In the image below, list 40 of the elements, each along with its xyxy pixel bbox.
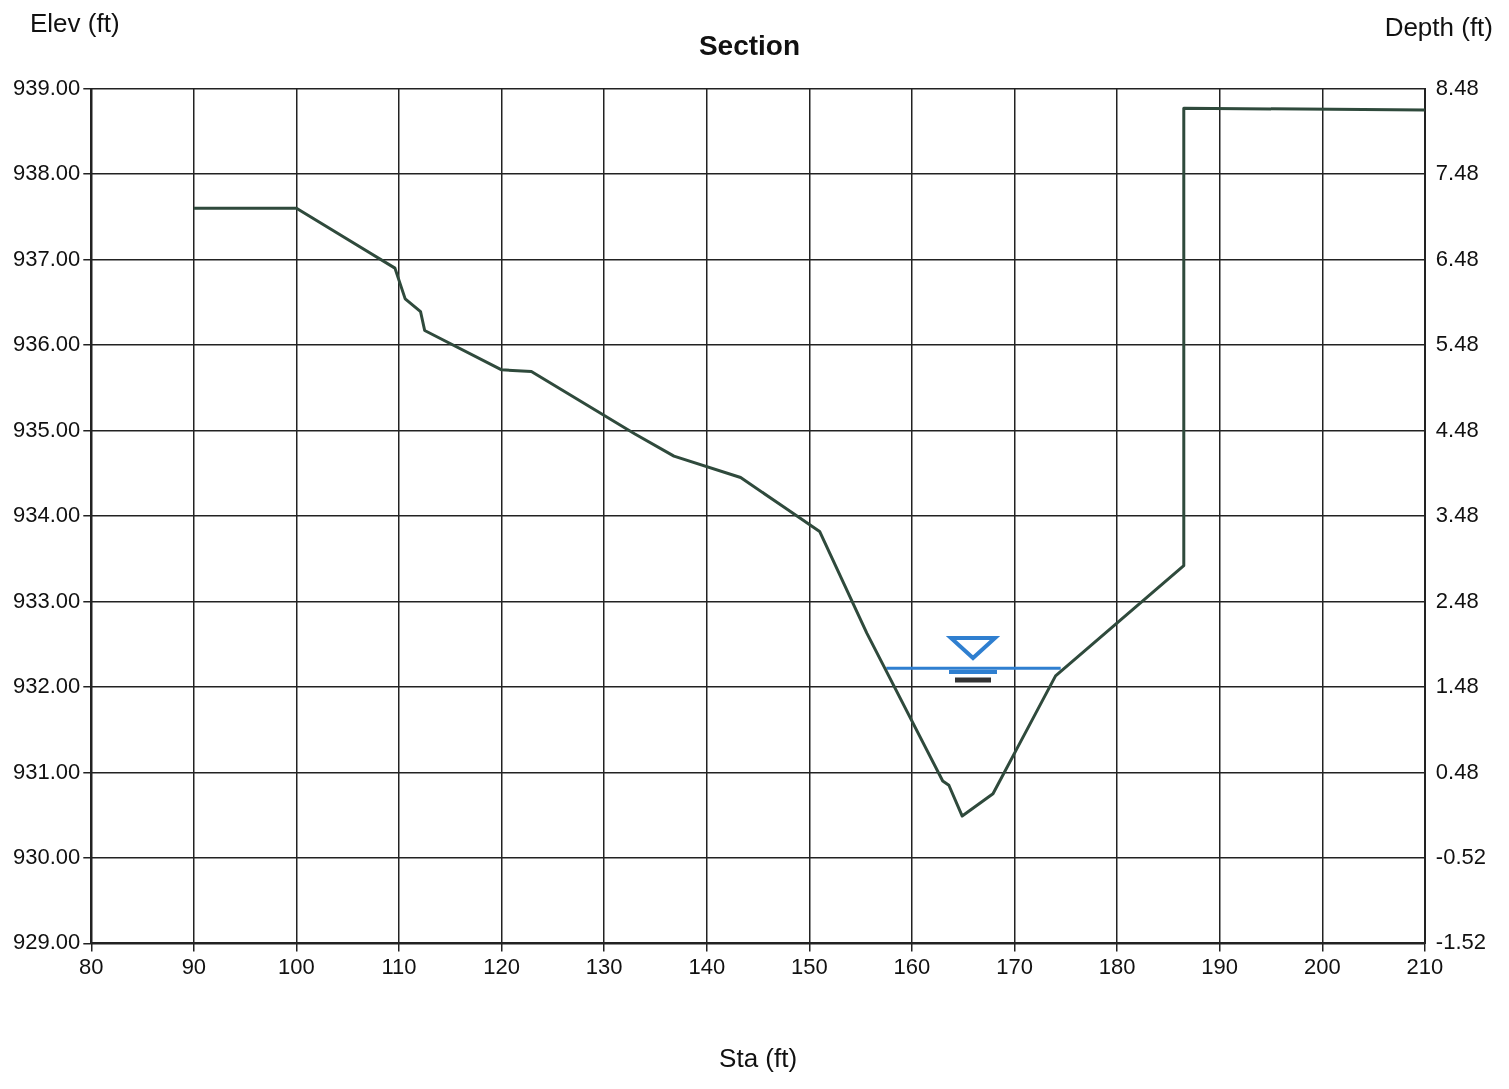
y2-tick-label: 5.48 — [1435, 331, 1479, 357]
y2-tick-label: 6.48 — [1435, 245, 1479, 271]
x-tick-label: 120 — [483, 953, 520, 979]
y-tick-label: 934.00 — [12, 502, 81, 528]
y-tick-label: 935.00 — [12, 416, 81, 442]
y-tick-label: 929.00 — [12, 929, 81, 955]
y-axis-title: Elev (ft) — [30, 8, 120, 39]
x-tick-label: 180 — [1098, 953, 1136, 979]
x-tick-label: 160 — [893, 953, 931, 979]
x-axis-title: Sta (ft) — [719, 1042, 798, 1073]
y-tick-label: 930.00 — [12, 843, 81, 869]
y-tick-label: 937.00 — [12, 245, 81, 271]
y-tick-label: 932.00 — [12, 673, 81, 699]
x-tick-label: 200 — [1303, 953, 1341, 979]
y2-tick-label: 3.48 — [1435, 502, 1479, 528]
y2-tick-label: 4.48 — [1435, 416, 1479, 442]
x-tick-label: 90 — [181, 953, 207, 979]
y2-tick-label: -0.52 — [1435, 843, 1487, 869]
y-tick-label: 933.00 — [12, 587, 81, 613]
y-tick-label: 931.00 — [12, 758, 81, 784]
y2-tick-label: 7.48 — [1435, 160, 1479, 186]
x-tick-label: 210 — [1406, 953, 1444, 979]
x-tick-label: 80 — [79, 953, 104, 979]
x-tick-label: 170 — [996, 953, 1033, 979]
y2-tick-label: 8.48 — [1435, 74, 1479, 100]
x-tick-label: 100 — [278, 953, 315, 979]
x-tick-label: 140 — [688, 953, 726, 979]
y2-axis-title: Depth (ft) — [1384, 12, 1493, 43]
x-tick-label: 190 — [1201, 953, 1239, 979]
y-tick-label: 939.00 — [12, 74, 81, 100]
x-tick-label: 110 — [381, 953, 417, 979]
x-tick-label: 150 — [791, 953, 828, 979]
y-tick-label: 936.00 — [12, 331, 81, 357]
y2-tick-label: -1.52 — [1435, 929, 1487, 955]
chart-title: Section — [698, 29, 801, 61]
y2-tick-label: 1.48 — [1435, 673, 1479, 699]
y2-tick-label: 0.48 — [1435, 758, 1479, 784]
x-tick-label: 130 — [585, 953, 623, 979]
y-tick-label: 938.00 — [12, 160, 81, 186]
y2-tick-label: 2.48 — [1435, 587, 1479, 613]
